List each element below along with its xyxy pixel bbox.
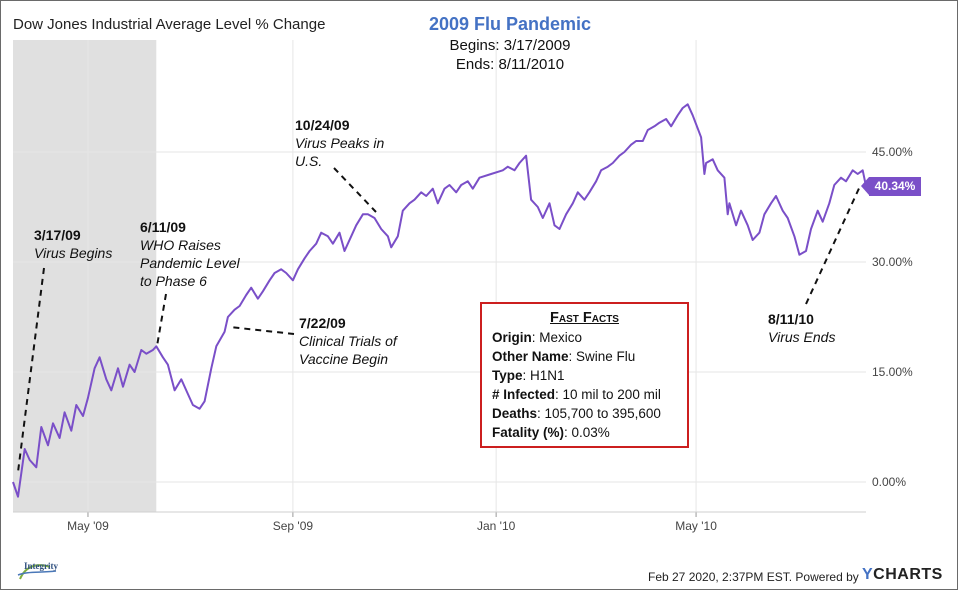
fact-label: Fatality (%)	[492, 425, 565, 440]
x-tick-label: May '09	[67, 519, 109, 533]
x-tick-label: May '10	[675, 519, 717, 533]
fact-value: : Swine Flu	[568, 349, 636, 364]
annotation-text: Clinical Trials of	[299, 333, 397, 349]
y-tick-label: 45.00%	[872, 145, 913, 159]
annotation-who-raises: 6/11/09 WHO Raises Pandemic Level to Pha…	[140, 218, 240, 290]
fact-label: Deaths	[492, 406, 538, 421]
fact-value: : 10 mil to 200 mil	[555, 387, 661, 402]
fact-deaths: Deaths: 105,700 to 395,600	[492, 404, 677, 423]
y-tick-label: 0.00%	[872, 475, 906, 489]
ycharts-rest: CHARTS	[873, 566, 943, 583]
annotation-virus-begins: 3/17/09 Virus Begins	[34, 226, 112, 262]
annotation-date: 7/22/09	[299, 315, 346, 331]
fact-value: : 105,700 to 395,600	[537, 406, 661, 421]
last-value-badge: 40.34%	[861, 177, 921, 196]
series-line	[12, 103, 867, 498]
fact-value: : H1N1	[522, 368, 565, 383]
leader-virus-peaks	[333, 167, 377, 213]
event-title: 2009 Flu Pandemic	[428, 14, 592, 34]
leader-virus-ends	[805, 183, 862, 305]
annotation-text: Virus Peaks in	[295, 135, 385, 151]
leader-virus-begins	[17, 267, 45, 473]
annotation-virus-ends: 8/11/10 Virus Ends	[768, 310, 835, 346]
annotation-clinical-trials: 7/22/09 Clinical Trials of Vaccine Begin	[299, 314, 397, 368]
annotation-date: 6/11/09	[140, 219, 186, 235]
fast-facts-box: Fast Facts Origin: Mexico Other Name: Sw…	[480, 302, 689, 448]
fact-label: Type	[492, 368, 523, 383]
event-ends: Ends: 8/11/2010	[455, 56, 565, 73]
logo-text: Integrity	[24, 561, 58, 571]
leader-who-raises	[156, 293, 167, 347]
annotation-text: Virus Begins	[34, 245, 113, 261]
annotation-text: Pandemic Level	[140, 255, 240, 271]
fact-value: : 0.03%	[564, 425, 610, 440]
annotation-virus-peaks: 10/24/09 Virus Peaks in U.S.	[295, 116, 384, 170]
annotation-date: 3/17/09	[34, 227, 81, 243]
footer-timestamp: Feb 27 2020, 2:37PM EST. Powered by	[648, 570, 859, 584]
annotation-text: Vaccine Begin	[299, 351, 388, 367]
annotation-text: to Phase 6	[140, 273, 207, 289]
fact-fatality: Fatality (%): 0.03%	[492, 423, 677, 442]
fact-value: : Mexico	[531, 330, 583, 345]
event-begins: Begins: 3/17/2009	[449, 37, 571, 54]
annotation-text: WHO Raises	[140, 237, 221, 253]
y-tick-label: 15.00%	[872, 365, 913, 379]
fact-label: # Infected	[492, 387, 556, 402]
shaded-region	[13, 40, 157, 512]
fact-label: Other Name	[492, 349, 569, 364]
fact-other-name: Other Name: Swine Flu	[492, 347, 677, 366]
y-tick-label: 30.00%	[872, 255, 913, 269]
annotation-date: 8/11/10	[768, 311, 814, 327]
fact-infected: # Infected: 10 mil to 200 mil	[492, 385, 677, 404]
leader-clinical-trials	[229, 326, 295, 335]
chart-title: Dow Jones Industrial Average Level % Cha…	[13, 16, 326, 33]
annotation-date: 10/24/09	[295, 117, 350, 133]
x-tick-label: Jan '10	[477, 519, 516, 533]
annotation-text: Virus Ends	[768, 329, 836, 345]
x-tick-label: Sep '09	[273, 519, 314, 533]
fact-type: Type: H1N1	[492, 366, 677, 385]
ycharts-brand: YCHARTS	[862, 566, 943, 584]
event-header: 2009 Flu Pandemic Begins: 3/17/2009 Ends…	[360, 14, 660, 73]
fact-label: Origin	[492, 330, 532, 345]
annotation-text: U.S.	[295, 153, 323, 169]
fast-facts-title: Fast Facts	[550, 310, 619, 326]
integrity-logo-icon	[17, 564, 57, 580]
fact-origin: Origin: Mexico	[492, 328, 677, 347]
ycharts-y: Y	[862, 566, 874, 583]
